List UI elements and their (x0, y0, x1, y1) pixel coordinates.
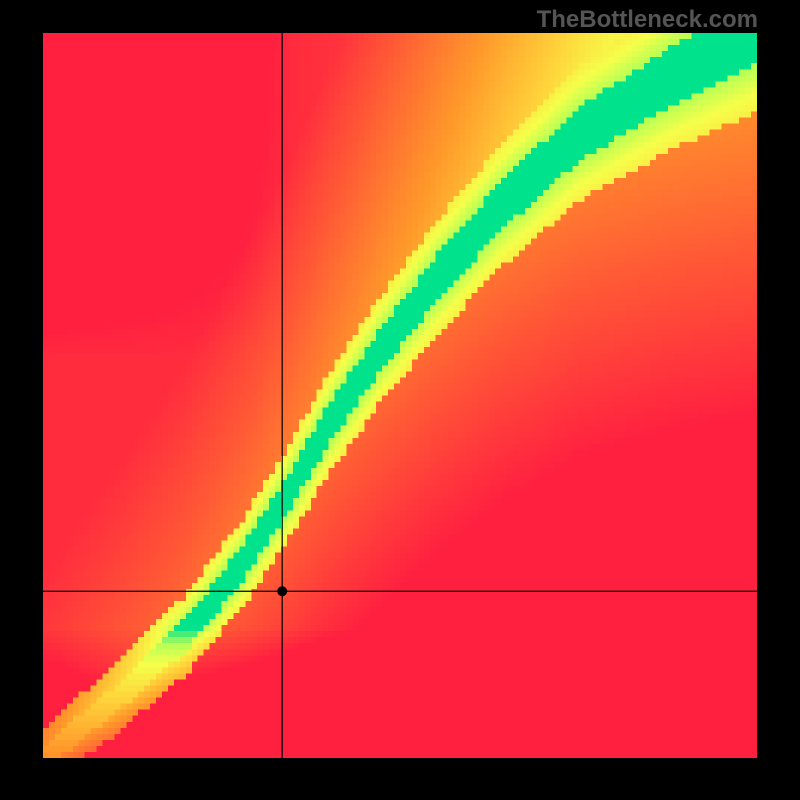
watermark-text: TheBottleneck.com (537, 6, 758, 34)
chart-stage: TheBottleneck.com (0, 0, 800, 800)
bottleneck-heatmap (43, 33, 757, 758)
